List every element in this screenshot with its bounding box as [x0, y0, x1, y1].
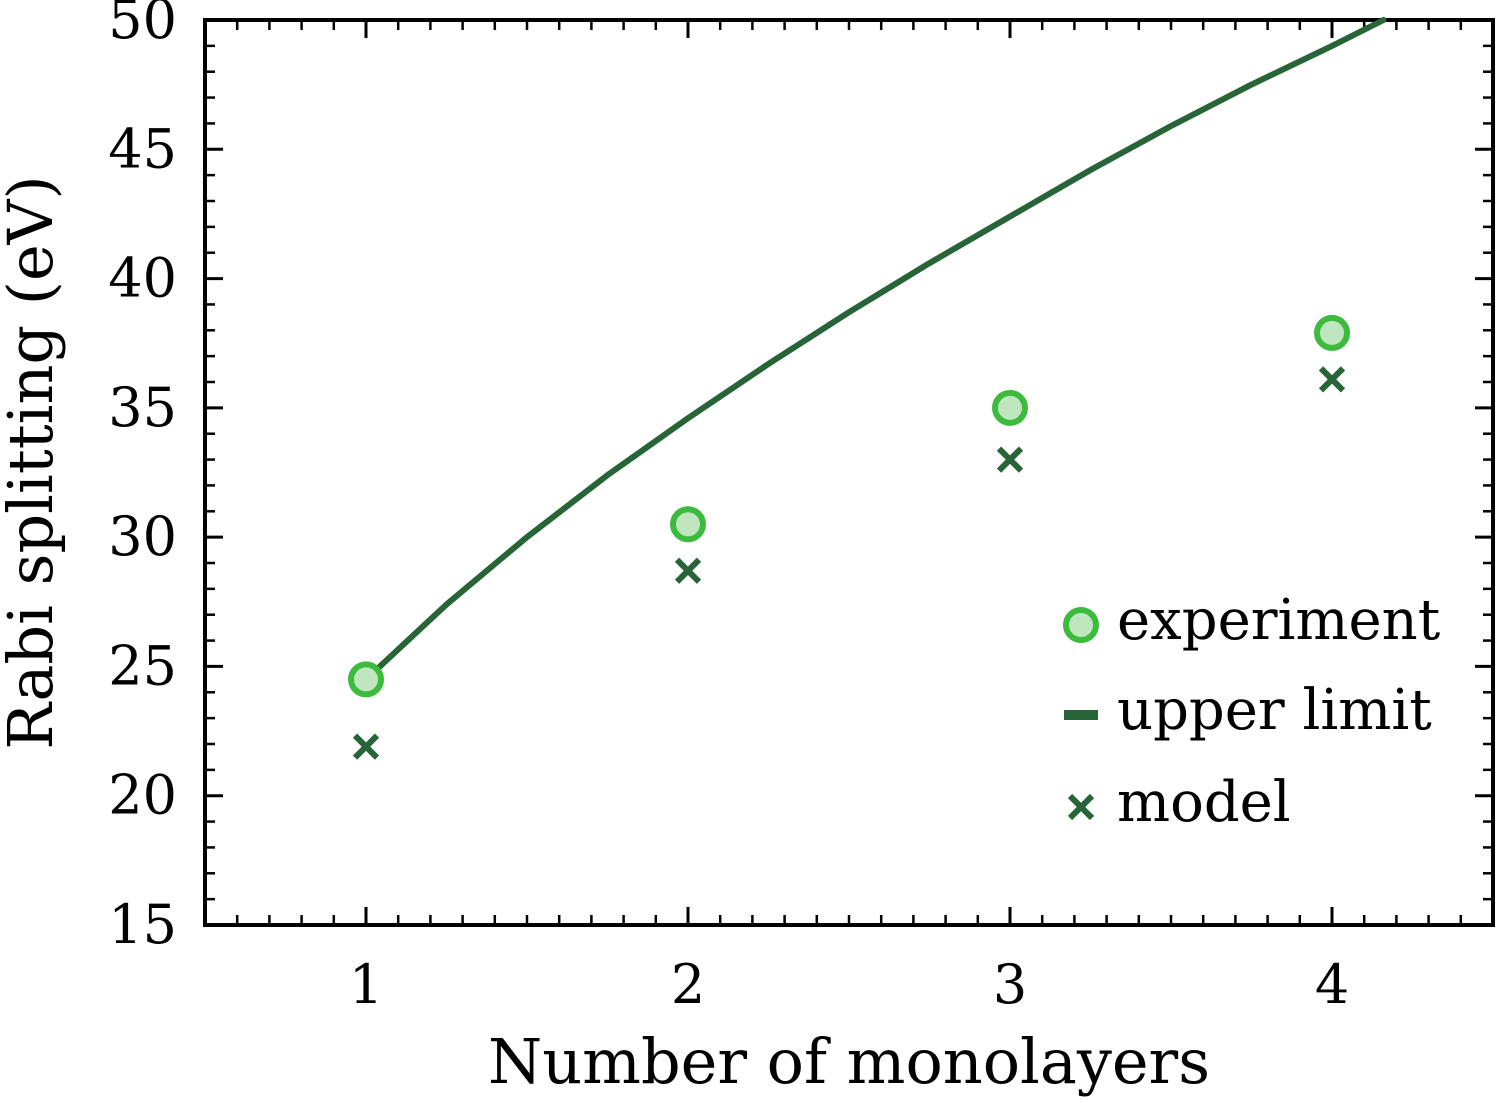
experiment-marker — [348, 661, 384, 698]
upper-limit-line — [363, 17, 1387, 683]
series — [348, 17, 1387, 760]
plot-frame-rect — [203, 18, 1495, 927]
model-marker-stroke — [674, 557, 702, 584]
legend-item: upper limit — [1064, 678, 1432, 743]
legend-label: model — [1117, 770, 1291, 835]
legend-upper-limit-swatch — [1064, 710, 1098, 720]
y-tick-label: 35 — [108, 376, 177, 439]
experiment-marker — [992, 389, 1028, 426]
model-marker-stroke — [996, 446, 1024, 473]
legend-experiment-swatch — [1063, 607, 1099, 643]
y-tick-label: 15 — [108, 893, 177, 956]
x-tick-label: 2 — [671, 953, 705, 1016]
plot-frame — [203, 18, 1495, 927]
x-tick-label: 1 — [349, 953, 383, 1016]
axis-ticks — [205, 18, 1493, 927]
legend-item: experiment — [1063, 588, 1441, 653]
legend-label: upper limit — [1117, 678, 1432, 743]
model-marker-stroke — [1318, 366, 1346, 393]
model-marker — [674, 557, 702, 584]
y-tick-label: 25 — [108, 634, 177, 697]
y-axis-title: Rabi splitting (eV) — [0, 175, 67, 749]
y-tick-label: 30 — [108, 505, 177, 568]
x-axis-title: Number of monolayers — [488, 1025, 1210, 1098]
y-tick-label: 50 — [108, 0, 177, 51]
y-tick-label: 45 — [108, 117, 177, 180]
experiment-marker — [670, 506, 706, 543]
tick-labels: 15 20 25 30 35 40 45 50 1 2 3 4 — [108, 0, 1349, 1016]
model-marker — [352, 733, 380, 760]
experiment-marker — [1314, 314, 1350, 351]
model-marker-stroke — [352, 733, 380, 760]
y-tick-label: 20 — [108, 764, 177, 827]
y-tick-label: 40 — [108, 247, 177, 310]
x-tick-label: 3 — [993, 953, 1027, 1016]
model-marker — [996, 446, 1024, 473]
legend-model-swatch — [1067, 793, 1095, 821]
model-marker — [1318, 366, 1346, 393]
legend-label: experiment — [1117, 588, 1441, 653]
legend-item: model — [1067, 770, 1291, 835]
legend: experiment upper limit model — [1063, 588, 1441, 835]
x-tick-label: 4 — [1315, 953, 1349, 1016]
